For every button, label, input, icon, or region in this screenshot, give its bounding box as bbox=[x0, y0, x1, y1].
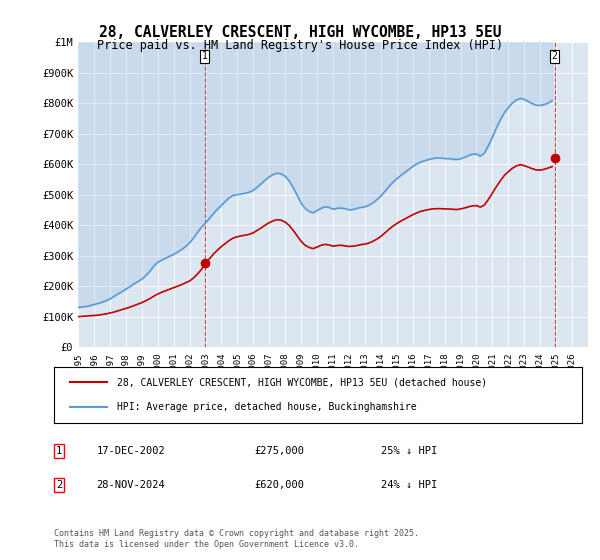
Text: 28, CALVERLEY CRESCENT, HIGH WYCOMBE, HP13 5EU (detached house): 28, CALVERLEY CRESCENT, HIGH WYCOMBE, HP… bbox=[118, 377, 487, 388]
Text: 2: 2 bbox=[552, 51, 557, 61]
Text: 17-DEC-2002: 17-DEC-2002 bbox=[96, 446, 165, 456]
Text: 25% ↓ HPI: 25% ↓ HPI bbox=[382, 446, 437, 456]
Text: 1: 1 bbox=[56, 446, 62, 456]
Text: 2: 2 bbox=[56, 480, 62, 489]
Text: 24% ↓ HPI: 24% ↓ HPI bbox=[382, 480, 437, 489]
Text: £620,000: £620,000 bbox=[254, 480, 305, 489]
Text: HPI: Average price, detached house, Buckinghamshire: HPI: Average price, detached house, Buck… bbox=[118, 402, 417, 412]
Text: 1: 1 bbox=[202, 51, 208, 61]
Text: Contains HM Land Registry data © Crown copyright and database right 2025.
This d: Contains HM Land Registry data © Crown c… bbox=[54, 529, 419, 549]
Text: £275,000: £275,000 bbox=[254, 446, 305, 456]
Text: 28, CALVERLEY CRESCENT, HIGH WYCOMBE, HP13 5EU: 28, CALVERLEY CRESCENT, HIGH WYCOMBE, HP… bbox=[99, 25, 501, 40]
Text: Price paid vs. HM Land Registry's House Price Index (HPI): Price paid vs. HM Land Registry's House … bbox=[97, 39, 503, 52]
Text: 28-NOV-2024: 28-NOV-2024 bbox=[96, 480, 165, 489]
